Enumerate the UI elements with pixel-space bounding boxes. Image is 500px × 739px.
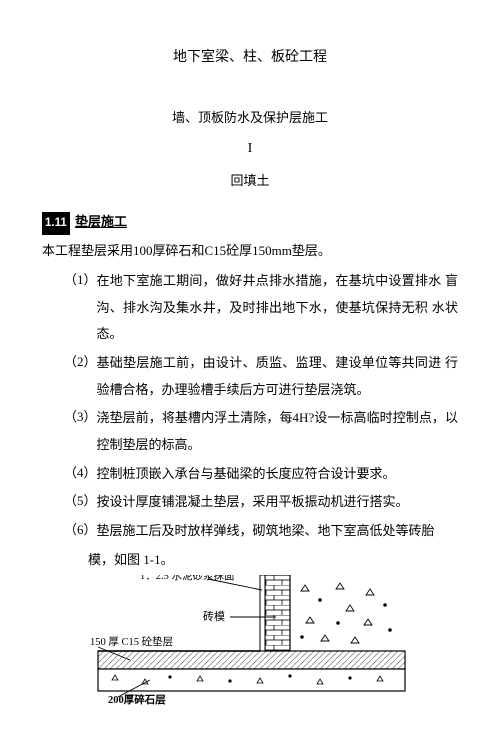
intro-text: 本工程垫层采用100厚碎石和C15砼厚150mm垫层。: [42, 239, 458, 264]
item-text: 按设计厚度铺混凝土垫层，采用平板振动机进行搭实。: [97, 489, 458, 516]
item-text: 控制桩顶嵌入承台与基础梁的长度应符合设计要求。: [97, 461, 458, 488]
label-brick: 砖模: [203, 609, 225, 623]
section-badge: 1.11: [42, 212, 70, 236]
item-number: （3）: [64, 405, 97, 458]
label-mortar: 1：2.5 水泥砂浆抹面: [140, 575, 235, 582]
section-title: 垫层施工: [75, 214, 127, 229]
list-item: （3） 浇垫层前，将基槽内浮土清除，每4H?设一标高临时控制点，以控制垫层的标高…: [42, 405, 458, 458]
label-c15: 150 厚 C15 砼垫层: [90, 635, 173, 648]
item-6-continuation: 模，如图 1-1。: [42, 547, 458, 573]
section-header: 1.11 垫层施工: [42, 210, 458, 236]
title-main: 地下室梁、柱、板砼工程: [42, 45, 458, 72]
backfill-title: 回填土: [42, 169, 458, 194]
figure-1-1: 1：2.5 水泥砂浆抹面 砖模 150 厚 C15 砼垫层 200厚碎石层: [90, 575, 410, 705]
list-item: （6） 垫层施工后及时放样弹线，砌筑地梁、地下室高低处等砖胎: [42, 518, 458, 545]
item-number: （2）: [64, 350, 97, 403]
item-number: （1）: [64, 268, 97, 348]
item-text: 在地下室施工期间，做好井点排水措施，在基坑中设置排水 盲沟、排水沟及集水井，及时…: [97, 268, 458, 348]
item-number: （6）: [64, 518, 97, 545]
list-item: （4） 控制桩顶嵌入承台与基础梁的长度应符合设计要求。: [42, 461, 458, 488]
cushion-diagram: 1：2.5 水泥砂浆抹面 砖模 150 厚 C15 砼垫层 200厚碎石层: [90, 575, 410, 705]
item-number: （4）: [64, 461, 97, 488]
label-gravel: 200厚碎石层: [108, 693, 166, 705]
list-item: （1） 在地下室施工期间，做好井点排水措施，在基坑中设置排水 盲沟、排水沟及集水…: [42, 268, 458, 348]
item-number: （5）: [64, 489, 97, 516]
roman-numeral: I: [42, 136, 458, 163]
item-text: 垫层施工后及时放样弹线，砌筑地梁、地下室高低处等砖胎: [97, 518, 458, 545]
title-sub: 墙、顶板防水及保护层施工: [42, 106, 458, 131]
list-item: （2） 基础垫层施工前，由设计、质监、监理、建设单位等共同进 行验槽合格，办理验…: [42, 350, 458, 403]
item-text: 基础垫层施工前，由设计、质监、监理、建设单位等共同进 行验槽合格，办理验槽手续后…: [97, 350, 458, 403]
list-item: （5） 按设计厚度铺混凝土垫层，采用平板振动机进行搭实。: [42, 489, 458, 516]
item-text: 浇垫层前，将基槽内浮土清除，每4H?设一标高临时控制点，以控制垫层的标高。: [97, 405, 458, 458]
